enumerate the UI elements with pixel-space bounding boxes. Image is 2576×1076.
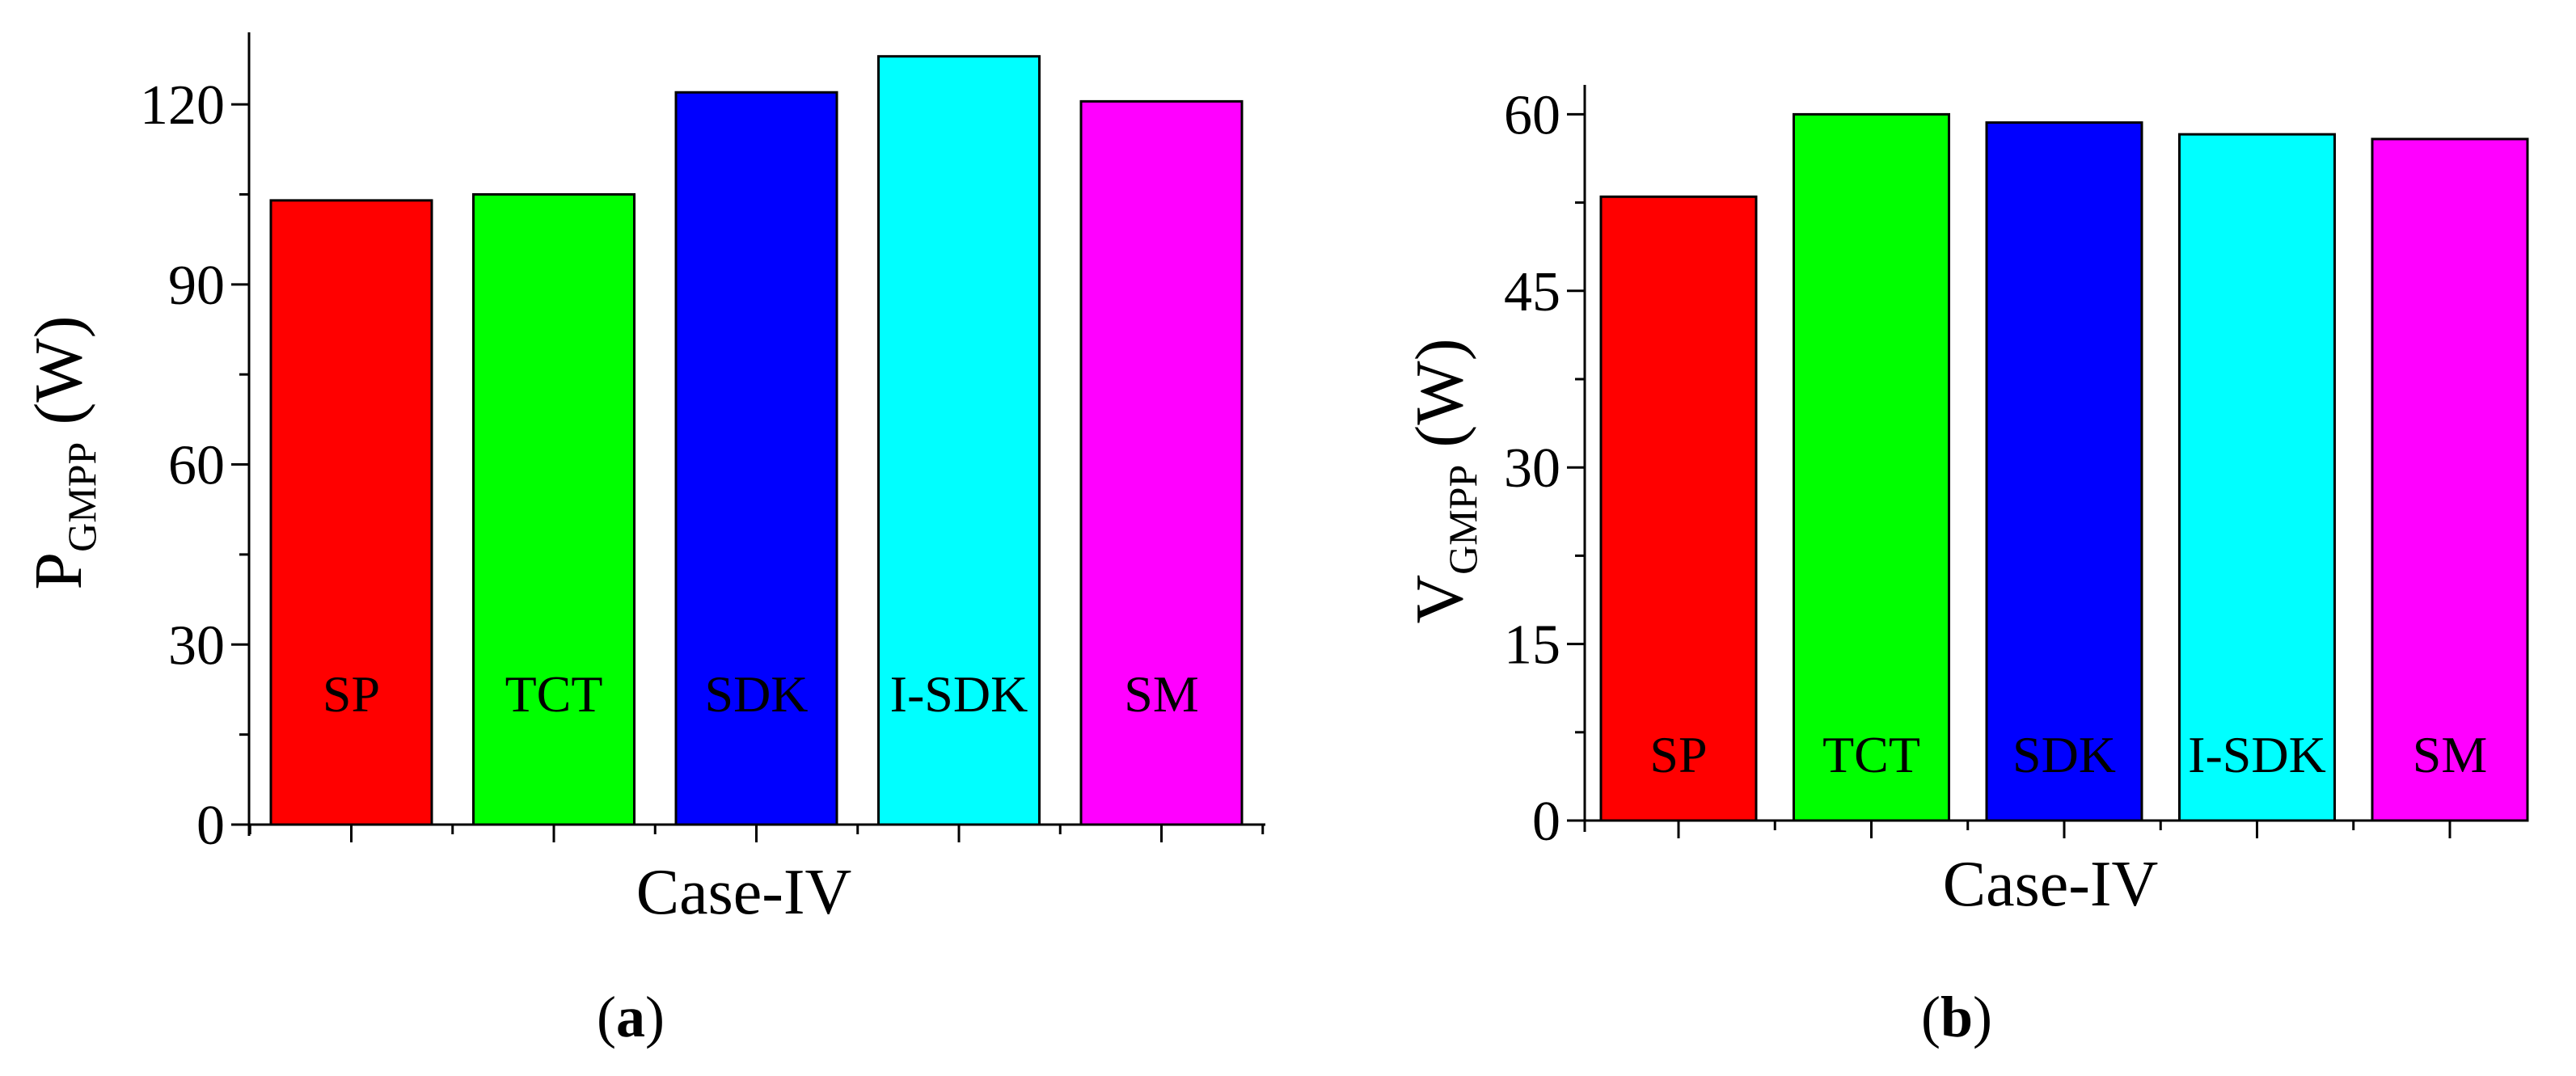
panel-b-labels: SP TCT SDK I-SDK SM — [1649, 726, 2487, 783]
y-tick-label: 15 — [1504, 614, 1560, 677]
bar-label-tct: TCT — [505, 665, 603, 723]
bar-sm — [1079, 99, 1244, 826]
bar-i-sdk — [2178, 133, 2336, 822]
y-tick-label: 0 — [196, 795, 225, 857]
panel-b-chart: 0 15 30 45 60 SP TCT SDK I-SDK SM Case-IV VGMPP … — [1402, 84, 2529, 1049]
bar-label-i-sdk: I-SDK — [890, 665, 1028, 723]
y-tick-label: 60 — [168, 435, 225, 497]
bar-tct — [472, 192, 636, 826]
bar-label-sp: SP — [1649, 726, 1707, 783]
bar-sdk — [1985, 121, 2143, 822]
panel-a-ticks: 0 30 60 90 120 — [140, 74, 1265, 857]
panel-b-axes — [1583, 85, 2527, 832]
panel-a-labels: SP TCT SDK I-SDK SM — [323, 665, 1199, 723]
panel-b-x-axis-title: Case-IV — [1943, 849, 2159, 920]
bar-sp — [1599, 195, 1758, 822]
bar-label-sm: SM — [1124, 665, 1199, 723]
y-tick-label: 90 — [168, 255, 225, 317]
panel-a-y-axis-title: PGMPP (W) — [21, 315, 104, 589]
panel-b-bars — [1599, 112, 2529, 822]
bar-label-i-sdk: I-SDK — [2188, 726, 2326, 783]
bar-tct — [1793, 112, 1950, 822]
y-tick-label: 120 — [140, 74, 225, 137]
bar-sp — [269, 199, 433, 826]
panel-a-chart: 0 30 60 90 120 SP TCT SDK I-SDK SM Case-IV PGMPP… — [21, 32, 1265, 1049]
bar-label-sp: SP — [323, 665, 380, 723]
bar-sm — [2371, 137, 2529, 822]
panel-a-caption: (a) — [597, 985, 665, 1049]
bar-label-sdk: SDK — [704, 665, 808, 723]
bar-label-sm: SM — [2413, 726, 2488, 783]
bar-label-sdk: SDK — [2012, 726, 2116, 783]
panel-a-x-axis-title: Case-IV — [636, 857, 852, 928]
y-tick-label: 30 — [168, 614, 225, 677]
bar-label-tct: TCT — [1822, 726, 1920, 783]
bar-i-sdk — [877, 55, 1041, 826]
y-tick-label: 60 — [1504, 84, 1560, 146]
panel-a-bars — [269, 55, 1244, 826]
y-tick-label: 30 — [1504, 437, 1560, 500]
y-tick-label: 45 — [1504, 261, 1560, 323]
panel-b-caption: (b) — [1921, 985, 1992, 1049]
y-tick-label: 0 — [1532, 791, 1560, 853]
panel-b-ticks: 0 15 30 45 60 — [1504, 84, 2451, 853]
panel-b-y-axis-title: VGMPP (W) — [1402, 338, 1485, 623]
bar-sdk — [674, 91, 838, 826]
